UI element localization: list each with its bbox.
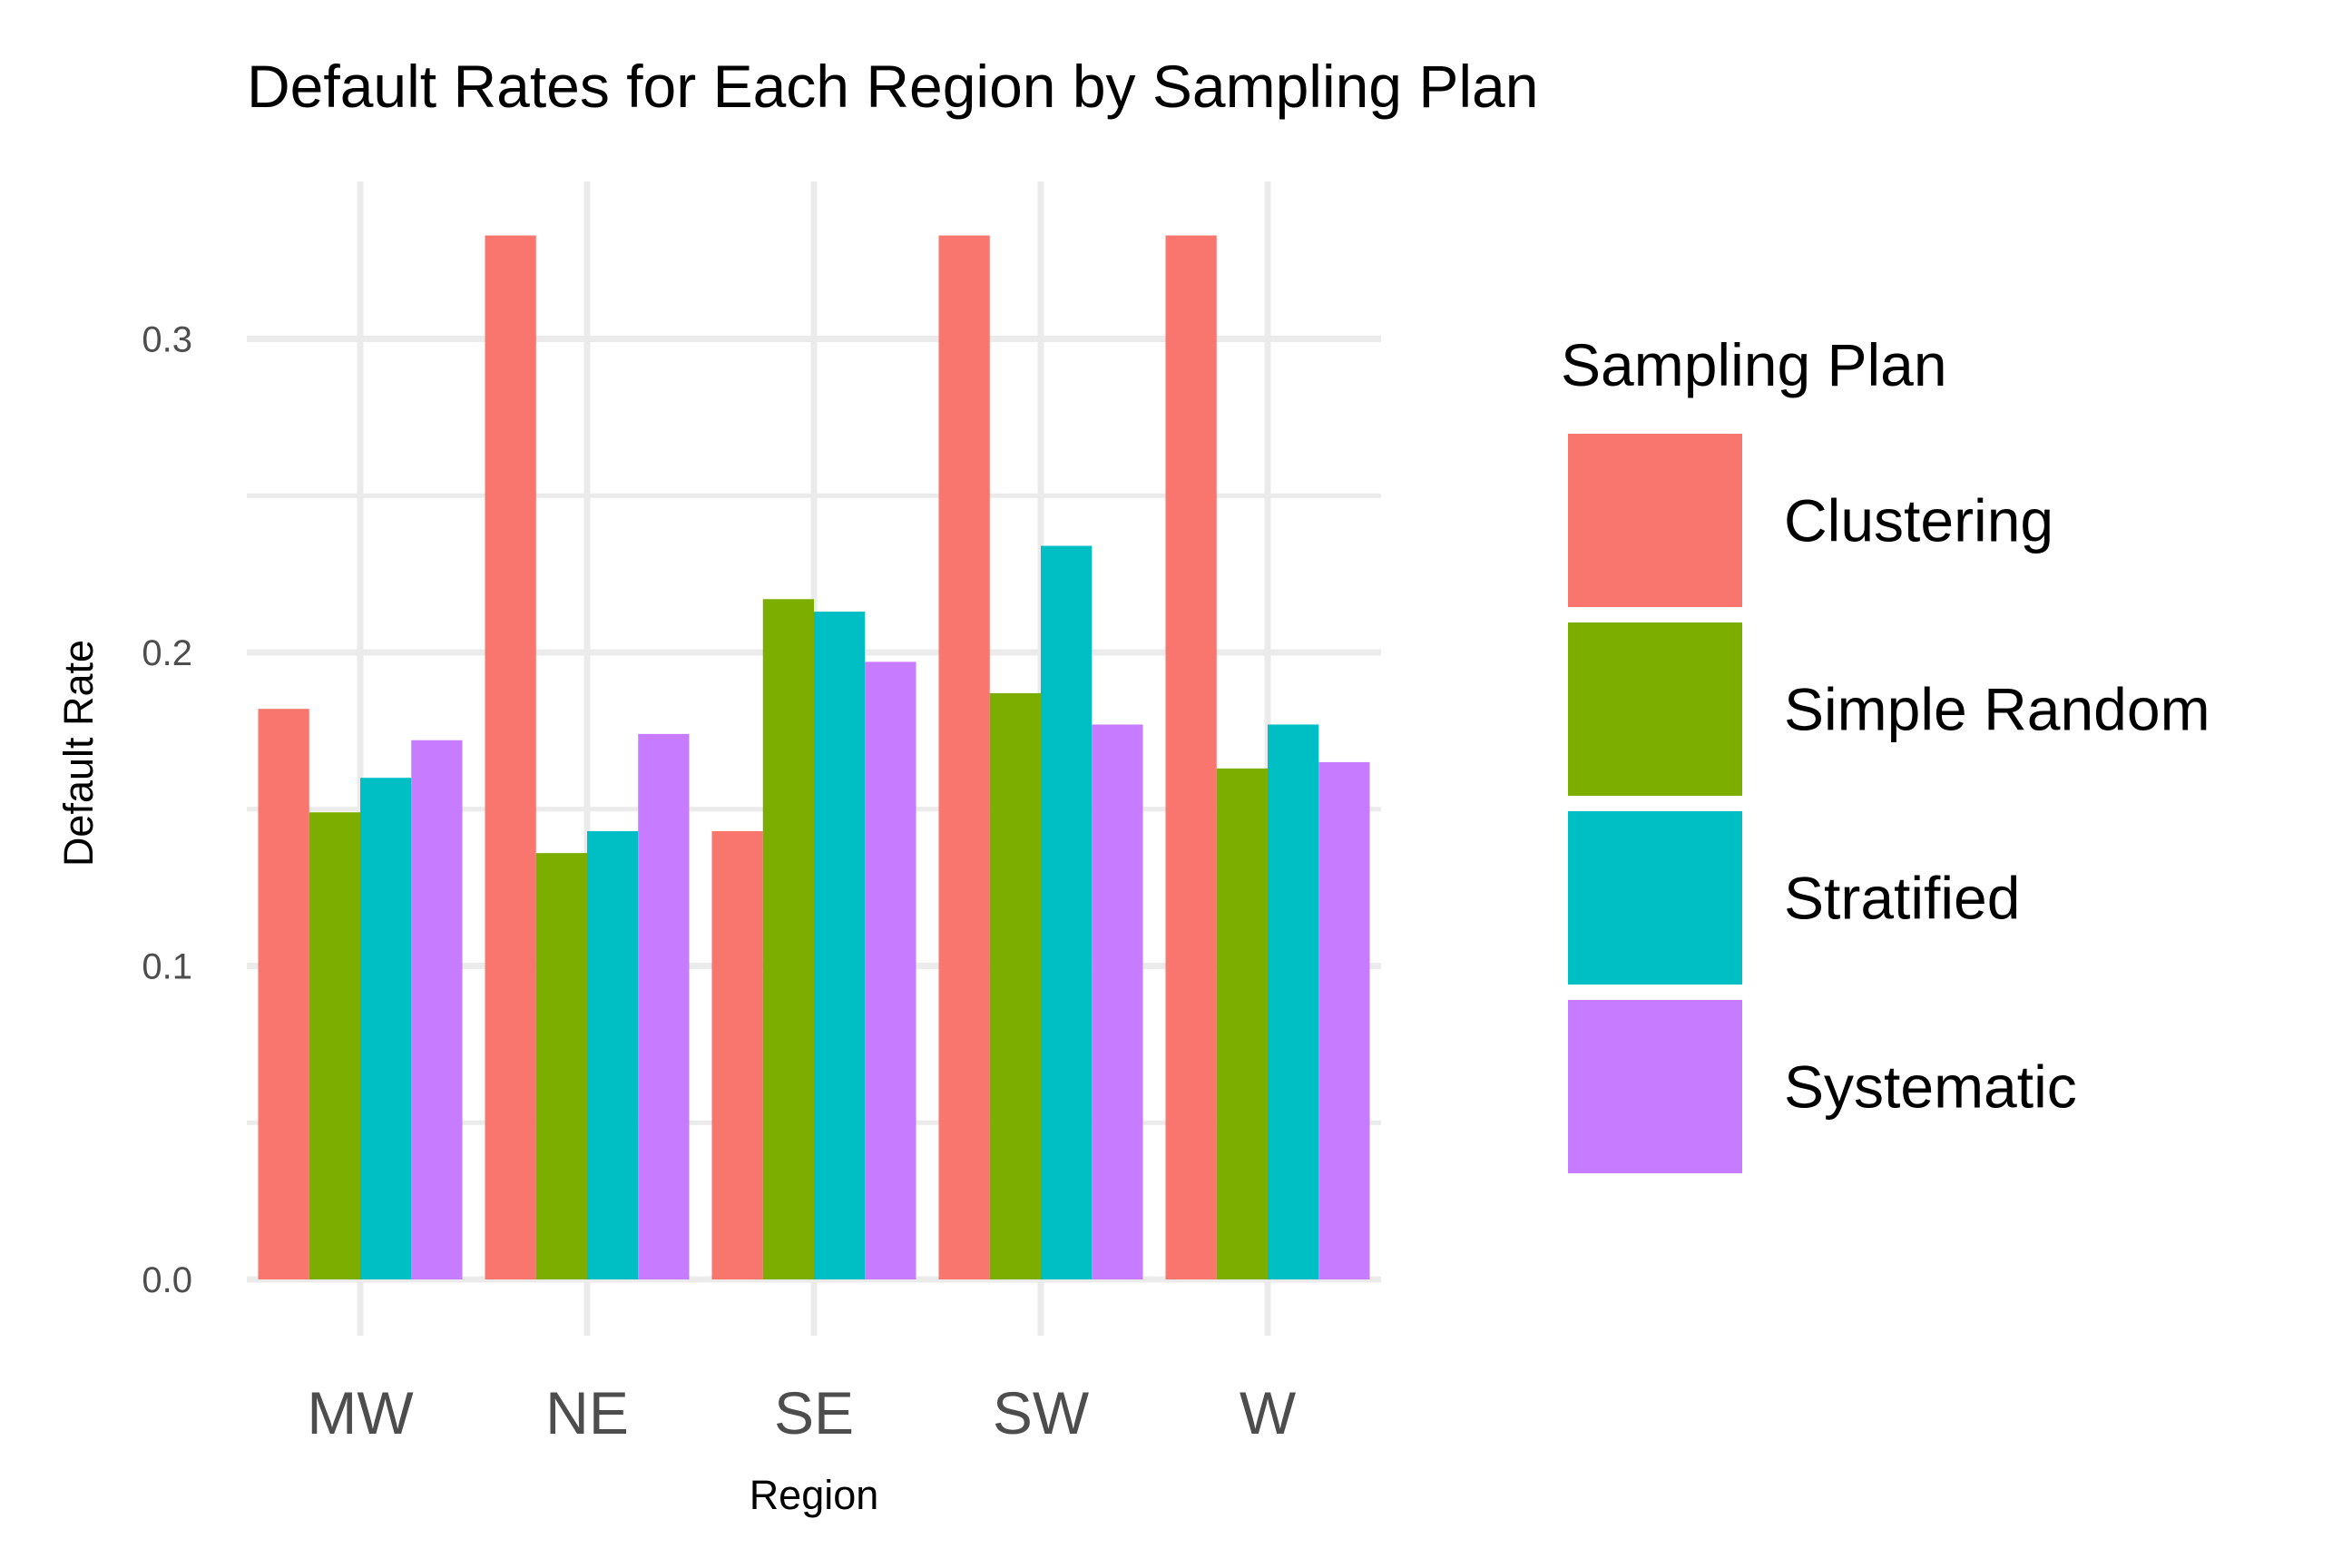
bar-sw-stratified xyxy=(1041,545,1093,1279)
chart-title: Default Rates for Each Region by Samplin… xyxy=(247,53,1538,120)
bar-ne-stratified xyxy=(587,830,639,1279)
legend-label: Simple Random xyxy=(1784,676,2210,743)
bar-ne-clustering xyxy=(485,235,536,1280)
bar-mw-stratified xyxy=(360,778,412,1279)
y-tick-label: 0.1 xyxy=(142,947,192,987)
bars xyxy=(258,235,1370,1280)
x-axis: MW NE SE SW W xyxy=(307,1379,1296,1446)
x-tick-label: W xyxy=(1240,1379,1297,1446)
legend-key-simple-random xyxy=(1568,622,1742,796)
y-axis-title: Default Rate xyxy=(55,640,102,867)
legend-title: Sampling Plan xyxy=(1561,331,1947,398)
legend: Sampling Plan Clustering Simple Random Str… xyxy=(1561,331,2210,1173)
y-axis: 0.0 0.1 0.2 0.3 xyxy=(142,320,192,1301)
y-tick-label: 0.3 xyxy=(142,320,192,360)
x-tick-label: SW xyxy=(993,1379,1090,1446)
legend-key-stratified xyxy=(1568,811,1742,985)
bar-mw-simple-random xyxy=(309,812,360,1279)
x-tick-label: NE xyxy=(545,1379,629,1446)
legend-label: Clustering xyxy=(1784,487,2053,554)
legend-label: Stratified xyxy=(1784,865,2020,932)
bar-mw-clustering xyxy=(258,709,309,1279)
bar-sw-systematic xyxy=(1092,724,1143,1279)
bar-mw-systematic xyxy=(411,740,463,1279)
bar-se-systematic xyxy=(865,662,916,1279)
bar-ne-simple-random xyxy=(535,853,587,1279)
bar-ne-systematic xyxy=(638,733,690,1279)
bar-w-systematic xyxy=(1318,761,1370,1279)
x-tick-label: MW xyxy=(307,1379,414,1446)
bar-sw-clustering xyxy=(938,235,990,1280)
bar-sw-simple-random xyxy=(989,692,1041,1279)
bar-w-clustering xyxy=(1165,235,1217,1280)
x-tick-label: SE xyxy=(774,1379,854,1446)
legend-key-clustering xyxy=(1568,434,1742,607)
legend-label: Systematic xyxy=(1784,1054,2077,1121)
bar-se-simple-random xyxy=(762,599,814,1279)
y-tick-label: 0.0 xyxy=(142,1260,192,1300)
bar-se-stratified xyxy=(814,612,866,1279)
bar-w-simple-random xyxy=(1216,768,1268,1279)
bar-w-stratified xyxy=(1268,724,1319,1279)
legend-key-systematic xyxy=(1568,1000,1742,1173)
x-axis-title: Region xyxy=(750,1472,879,1518)
bar-se-clustering xyxy=(711,830,763,1279)
y-tick-label: 0.2 xyxy=(142,633,192,673)
